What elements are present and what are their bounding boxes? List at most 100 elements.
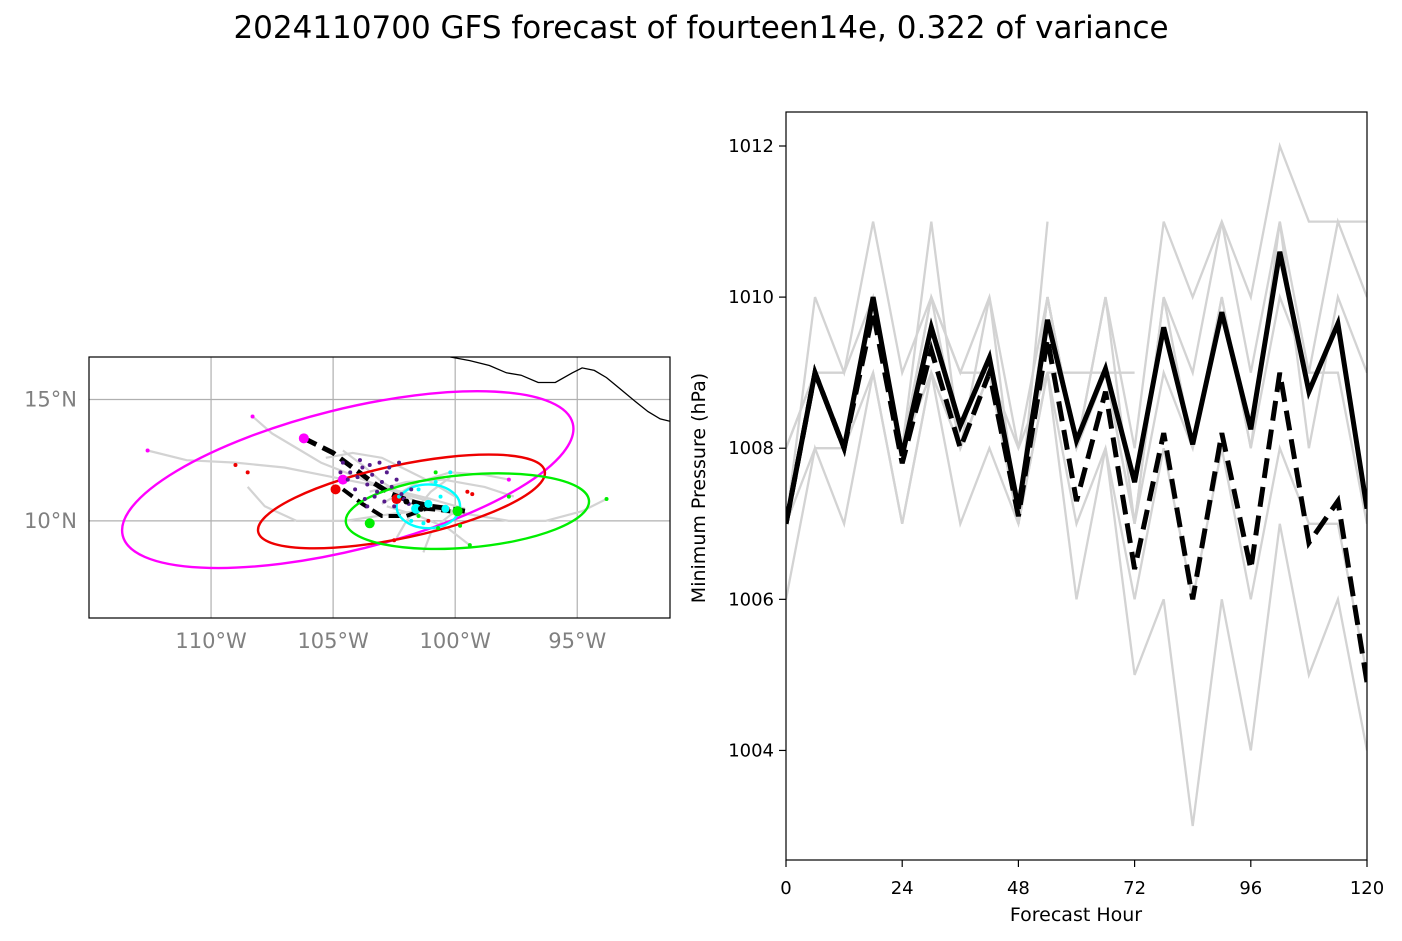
track-point-cyan: [409, 518, 414, 523]
track-point-red: [470, 492, 475, 497]
pressure-ticks: 0 24 48 72 96 120 1004 1006 1008 1010 1012: [728, 136, 1384, 899]
x-tick-label: 24: [891, 878, 914, 899]
track-point-green: [416, 514, 421, 519]
y-axis-label: Minimum Pressure (hPa): [688, 373, 710, 603]
figure-title: 2024110700 GFS forecast of fourteen14e, …: [233, 10, 1169, 46]
coastline: [450, 357, 670, 422]
track-point-green: [604, 497, 609, 502]
track-point-purple: [353, 487, 358, 492]
y-tick-label: 1008: [728, 438, 774, 459]
ensemble-track: [251, 415, 432, 503]
ensemble-pressure-line: [786, 368, 1367, 676]
x-tick-label: 120: [1350, 878, 1384, 899]
track-point-cyan: [421, 521, 426, 526]
y-tick-label: 1010: [728, 287, 774, 308]
track-point-purple: [392, 504, 397, 509]
track-point-purple: [357, 458, 362, 463]
track-point-purple: [355, 475, 360, 480]
track-point-purple: [367, 463, 372, 468]
track-point-magenta: [298, 433, 309, 444]
ensemble-track: [369, 478, 515, 498]
map-x-tick-label: 110°W: [175, 629, 247, 653]
track-point-green: [452, 506, 463, 517]
x-tick-label: 48: [1007, 878, 1030, 899]
probability-ellipse-cyan: [395, 483, 462, 530]
track-point-purple: [409, 487, 414, 492]
map-frame: [88, 356, 671, 619]
track-point-red: [245, 470, 250, 475]
track-point-cyan: [448, 470, 453, 475]
track-point-green: [433, 470, 438, 475]
map-content: [120, 357, 670, 570]
track-point-cyan: [424, 499, 433, 508]
track-point-red: [465, 489, 470, 494]
track-point-green: [467, 543, 472, 548]
track-point-purple: [340, 460, 345, 465]
track-point-green: [364, 518, 375, 529]
track-point-purple: [370, 472, 375, 477]
track-point-magenta: [145, 448, 150, 453]
track-point-green: [436, 526, 441, 531]
probability-ellipse-magenta: [120, 390, 575, 570]
track-point-purple: [399, 492, 404, 497]
track-point-purple: [348, 470, 353, 475]
map-y-tick-label: 15°N: [24, 387, 77, 411]
track-point-purple: [365, 482, 370, 487]
track-point-purple: [382, 499, 387, 504]
track-point-purple: [379, 480, 384, 485]
x-tick-label: 0: [780, 878, 791, 899]
x-tick-label: 96: [1239, 878, 1262, 899]
track-point-cyan: [411, 503, 422, 514]
track-point-purple: [387, 465, 392, 470]
track-point-purple: [362, 497, 367, 502]
probability-ellipse-red: [256, 453, 547, 550]
pressure-panel: 0 24 48 72 96 120 1004 1006 1008 1010 1012 Forecas…: [688, 111, 1384, 926]
pressure-frame: [785, 111, 1368, 861]
track-point-cyan: [438, 494, 443, 499]
map-x-tick-label: 95°W: [548, 629, 606, 653]
track-point-green: [458, 523, 463, 528]
track-point-black: [403, 498, 410, 505]
ensemble-track: [447, 498, 607, 523]
track-point-purple: [397, 460, 402, 465]
track-point-red: [426, 518, 431, 523]
track-point-magenta: [506, 477, 511, 482]
map-x-tick-label: 105°W: [297, 629, 369, 653]
y-tick-label: 1004: [728, 740, 774, 761]
track-point-purple: [384, 470, 389, 475]
track-point-purple: [345, 477, 350, 482]
track-point-purple: [360, 465, 365, 470]
map-tick-labels: 110°W 105°W 100°W 95°W 15°N 10°N: [24, 387, 606, 653]
map-panel: 110°W 105°W 100°W 95°W 15°N 10°N: [24, 356, 671, 653]
track-point-cyan: [416, 487, 421, 492]
x-axis-label: Forecast Hour: [1010, 904, 1142, 926]
track-point-purple: [375, 489, 380, 494]
track-point-black: [418, 505, 424, 512]
map-x-tick-label: 100°W: [419, 629, 491, 653]
ensemble-pressure-line: [786, 141, 1367, 524]
x-tick-label: 72: [1123, 878, 1146, 899]
track-point-magenta: [337, 474, 348, 485]
pressure-lines: [786, 141, 1367, 827]
track-point-magenta: [250, 414, 255, 419]
probability-ellipse-green: [344, 472, 591, 551]
track-point-red: [233, 463, 238, 468]
track-point-purple: [372, 494, 377, 499]
mean-track-secondary: [341, 487, 451, 518]
ensemble-track: [386, 505, 471, 547]
track-point-cyan: [441, 504, 450, 513]
track-point-purple: [394, 477, 399, 482]
track-point-red: [330, 484, 341, 495]
track-point-cyan: [397, 494, 402, 499]
map-y-tick-label: 10°N: [24, 509, 77, 533]
track-point-green: [506, 494, 511, 499]
y-tick-label: 1012: [728, 136, 774, 157]
track-point-purple: [377, 460, 382, 465]
track-point-cyan: [433, 480, 438, 485]
track-point-purple: [389, 484, 394, 489]
y-tick-label: 1006: [728, 589, 774, 610]
track-point-purple: [338, 470, 343, 475]
ensemble-track: [342, 449, 463, 518]
mean-pressure-dashed-line: [786, 311, 1367, 683]
